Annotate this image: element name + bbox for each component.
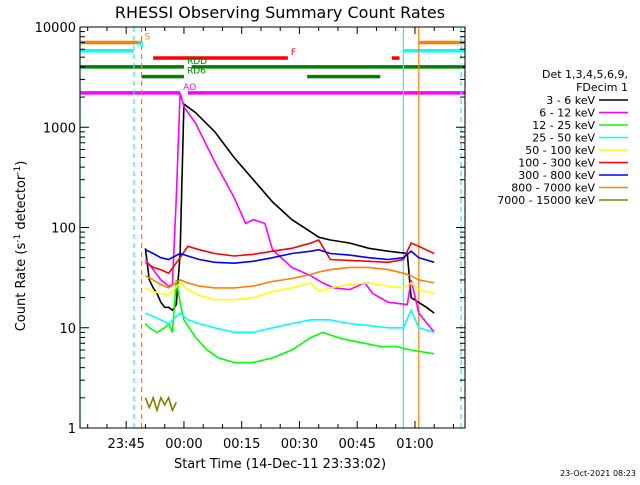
legend-label-4: 50 - 100 keV [525,144,595,157]
x-tick-label-1: 00:00 [165,437,202,452]
x-tick-label-5: 01:00 [396,437,433,452]
flag-n-label: N [137,41,144,51]
series-line-5 [144,239,435,275]
legend-label-0: 3 - 6 keV [546,94,595,107]
flag-rdd-label: RDD [187,57,207,67]
legend-header-decimation: FDecim 1 [576,81,628,94]
y-axis: 10000 1000 100 10 1 [35,21,465,437]
y-tick-label-1: 1000 [43,121,76,136]
legend-label-1: 6 - 12 keV [539,107,595,120]
legend-label-3: 25 - 50 keV [532,132,595,145]
series-line-7 [145,266,435,289]
x-axis: 23:45 00:00 00:15 00:30 00:45 01:00 [87,27,454,452]
flag-rd6-label: RD6 [187,67,206,77]
legend-header-detectors: Det 1,3,4,5,6,9, [542,68,628,81]
y-tick-label-3: 10 [59,322,76,337]
y-tick-label-0: 10000 [35,21,76,36]
flag-s-label: S [145,33,151,43]
series-line-3 [145,308,435,334]
series-line-0 [144,102,435,314]
x-tick-label-0: 23:45 [107,437,144,452]
flag-ao-label: AO [183,83,196,93]
legend-label-7: 800 - 7000 keV [511,182,595,195]
x-tick-label-3: 00:30 [281,437,318,452]
chart-title: RHESSI Observing Summary Count Rates [115,3,445,22]
x-tick-label-4: 00:45 [338,437,375,452]
x-tick-label-2: 00:15 [223,437,260,452]
y-tick-label-4: 1 [68,422,76,437]
legend-label-8: 7000 - 15000 keV [497,194,595,207]
flag-f-label: F [291,48,296,58]
series-layer [144,92,435,414]
series-line-4 [145,281,435,301]
legend-label-6: 300 - 800 keV [518,169,595,182]
legend-label-2: 12 - 25 keV [532,119,595,132]
y-axis-label: Count Rate (s-1 detector-1) [13,161,29,332]
series-line-8 [144,395,178,414]
series-line-1 [144,92,435,333]
vertical-markers [79,27,466,428]
y-tick-label-2: 100 [51,222,76,237]
timestamp-footer: 23-Oct-2021 08:23 [560,469,636,478]
series-line-6 [145,248,435,265]
series-line-2 [144,279,435,364]
plot-frame [79,26,466,429]
legend-label-5: 100 - 300 keV [518,157,595,170]
x-axis-label: Start Time (14-Dec-11 23:33:02) [174,457,386,472]
